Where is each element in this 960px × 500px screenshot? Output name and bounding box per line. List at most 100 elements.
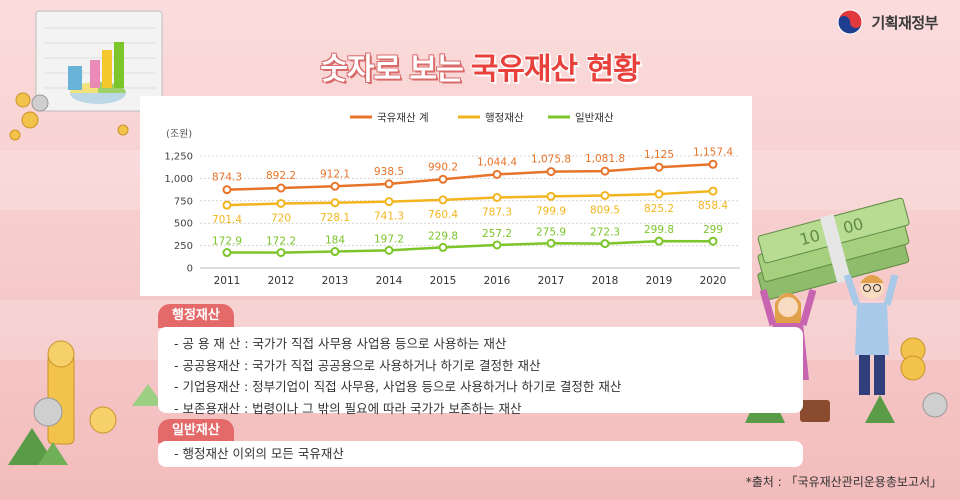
data-point	[600, 190, 610, 200]
taegeuk-emblem-icon	[837, 9, 863, 35]
y-tick-label: 1,250	[164, 152, 193, 163]
data-label: 1,075.8	[531, 154, 571, 166]
title-part-2: 국유재산 현황	[470, 52, 641, 87]
data-label: 701.4	[212, 214, 242, 226]
x-tick-label: 2019	[646, 275, 673, 287]
data-point	[654, 236, 664, 246]
data-point	[492, 169, 502, 179]
data-point	[222, 185, 232, 195]
data-label: 912.1	[320, 168, 350, 180]
data-point	[222, 248, 232, 258]
data-label: 275.9	[536, 226, 566, 238]
data-point	[708, 186, 718, 196]
list-item: - 공 용 재 산 : 국가가 직접 사무용 사업용 등으로 사용하는 재산	[174, 336, 507, 351]
data-point	[276, 183, 286, 193]
data-label: 799.9	[536, 205, 566, 217]
data-point	[654, 189, 664, 199]
data-point	[330, 247, 340, 257]
data-label: 990.2	[428, 161, 458, 173]
data-point	[438, 195, 448, 205]
data-label: 197.2	[374, 233, 404, 245]
x-tick-label: 2018	[592, 275, 619, 287]
x-tick-label: 2016	[484, 275, 511, 287]
data-point	[546, 167, 556, 177]
data-point	[384, 179, 394, 189]
line-chart: (조원) 1,250 1,000 750 500 250 0 2011 2012 2013 2014…	[164, 111, 740, 287]
page-title: 숫자로 보는 국유재산 현황	[0, 44, 960, 88]
data-label: 299	[703, 224, 723, 236]
general-property-list: - 행정재산 이외의 모든 국유재산	[174, 443, 787, 465]
data-point	[222, 200, 232, 210]
data-label: 257.2	[482, 228, 512, 240]
data-label: 1,081.8	[585, 153, 625, 165]
data-label: 938.5	[374, 166, 404, 178]
x-tick-label: 2015	[430, 275, 457, 287]
data-label: 787.3	[482, 206, 512, 218]
data-label: 892.2	[266, 170, 296, 182]
legend-label: 일반재산	[575, 111, 614, 124]
x-tick-label: 2014	[376, 275, 403, 287]
source-note: *출처 : 「국유재산관리운용총보고서」	[745, 475, 942, 489]
data-label: 720	[271, 212, 291, 224]
y-tick-label: 0	[187, 264, 193, 275]
data-label: 184	[325, 235, 345, 247]
data-point	[492, 240, 502, 250]
data-point	[384, 245, 394, 255]
y-tick-label: 750	[174, 196, 193, 207]
x-tick-label: 2012	[268, 275, 295, 287]
data-label: 809.5	[590, 204, 620, 216]
y-tick-label: 500	[174, 219, 193, 230]
y-tick-label: 250	[174, 241, 193, 252]
data-label: 760.4	[428, 209, 458, 221]
general-property-card: - 행정재산 이외의 모든 국유재산	[158, 441, 803, 467]
data-point	[438, 174, 448, 184]
ministry-logo: 기획재정부	[837, 9, 938, 35]
data-point	[384, 197, 394, 207]
data-label: 728.1	[320, 212, 350, 224]
data-label: 825.2	[644, 203, 674, 215]
data-label: 272.3	[590, 227, 620, 239]
series-line	[226, 189, 714, 207]
data-label: 229.8	[428, 230, 458, 242]
data-label: 299.8	[644, 224, 674, 236]
data-point	[276, 198, 286, 208]
data-point	[600, 166, 610, 176]
list-item: - 보존용재산 : 법령이나 그 밖의 필요에 따라 국가가 보존하는 재산	[174, 400, 522, 416]
data-label: 1,044.4	[477, 156, 517, 168]
general-property-tag: 일반재산	[158, 419, 234, 443]
data-point	[546, 238, 556, 248]
data-point	[708, 159, 718, 169]
data-point	[492, 192, 502, 202]
admin-property-tag: 행정재산	[158, 304, 234, 328]
data-label: 1,125	[644, 149, 674, 161]
data-point	[600, 239, 610, 249]
y-tick-label: 1,000	[164, 174, 193, 185]
ministry-name: 기획재정부	[871, 13, 938, 32]
svg-text:00: 00	[841, 214, 866, 238]
list-item: - 행정재산 이외의 모든 국유재산	[174, 446, 344, 461]
data-label: 1,157.4	[693, 146, 733, 158]
data-point	[546, 191, 556, 201]
data-label: 172.9	[212, 236, 242, 248]
series-line	[226, 239, 714, 254]
title-part-1: 숫자로 보는	[320, 52, 463, 87]
legend-label: 행정재산	[485, 112, 524, 124]
data-label: 741.3	[374, 211, 404, 223]
legend-label: 국유재산 계	[377, 112, 429, 124]
x-tick-label: 2020	[700, 275, 727, 287]
chart-illustration-icon	[9, 10, 163, 141]
data-point	[708, 236, 718, 246]
admin-property-card: - 공 용 재 산 : 국가가 직접 사무용 사업용 등으로 사용하는 재산 - …	[158, 327, 803, 416]
data-label: 172.2	[266, 236, 296, 248]
list-item: - 공공용재산 : 국가가 직접 공공용으로 사용하거나 하기로 결정한 재산	[174, 357, 541, 373]
admin-property-list: - 공 용 재 산 : 국가가 직접 사무용 사업용 등으로 사용하는 재산 - …	[174, 333, 787, 419]
x-tick-label: 2013	[322, 275, 349, 287]
x-tick-label: 2017	[538, 275, 565, 287]
series-line	[226, 163, 714, 191]
data-point	[438, 242, 448, 252]
data-label: 858.4	[698, 200, 728, 212]
x-tick-label: 2011	[214, 275, 241, 287]
data-point	[330, 181, 340, 191]
svg-text:10: 10	[797, 226, 822, 250]
chart-panel: (조원) 1,250 1,000 750 500 250 0 2011 2012 2013 2014…	[140, 96, 752, 296]
